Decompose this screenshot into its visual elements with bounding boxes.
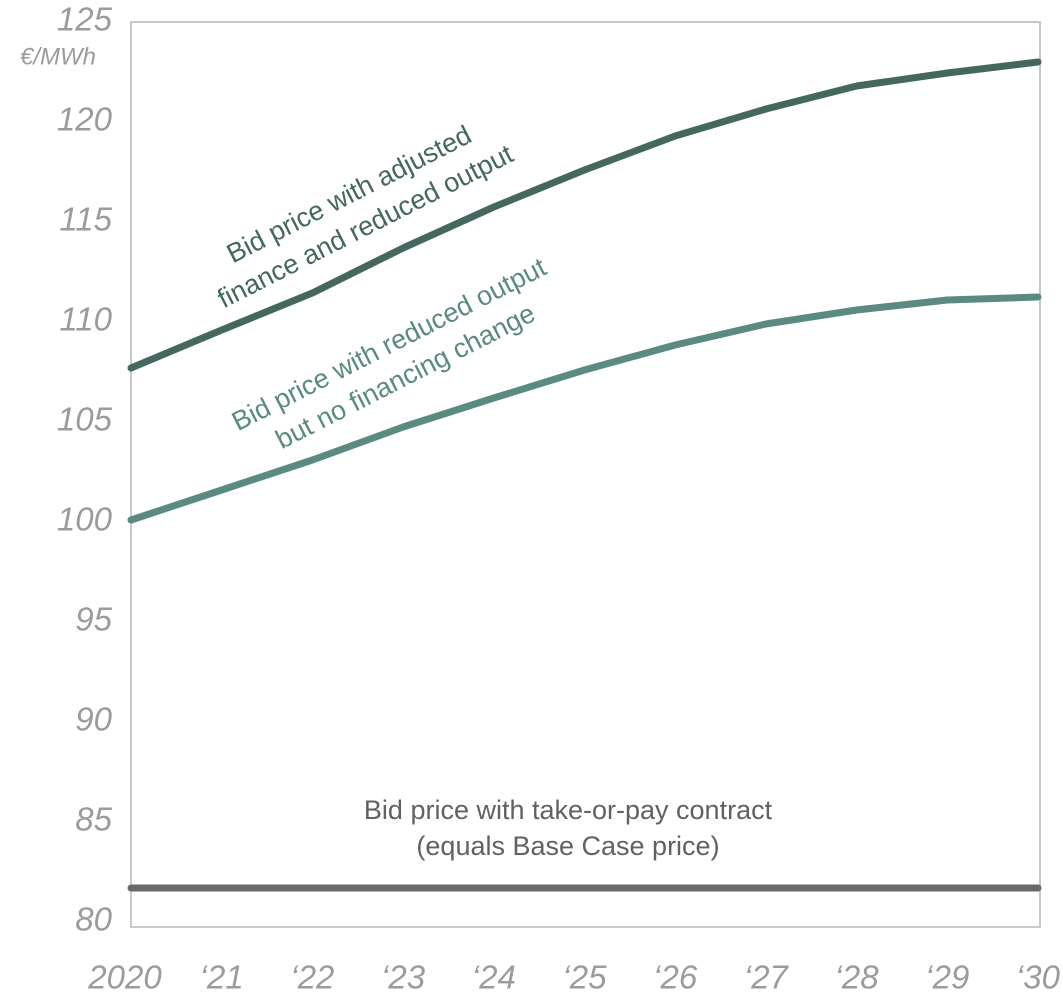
y-tick-label: 115 — [59, 201, 112, 238]
annotation: Bid price with take-or-pay contract (equa… — [364, 795, 773, 861]
y-tick-label: 100 — [57, 501, 113, 538]
y-tick-label: 125 — [57, 1, 113, 38]
y-tick-label: 105 — [57, 401, 113, 438]
annotation-line: Bid price with take-or-pay contract — [364, 795, 773, 825]
series-line — [127, 293, 1042, 524]
y-tick-label: 110 — [59, 301, 112, 338]
x-tick-label: ‘29 — [925, 959, 969, 996]
y-axis-label: €/MWh — [20, 43, 96, 70]
x-tick-label: ‘28 — [835, 959, 880, 996]
x-tick-label: ‘23 — [381, 959, 426, 996]
x-tick-label: ‘24 — [472, 959, 516, 996]
y-tick-label: 85 — [75, 801, 112, 838]
x-tick-label: ‘30 — [1016, 959, 1061, 996]
x-tick-label: ‘27 — [744, 959, 790, 996]
series-line — [127, 58, 1042, 372]
y-tick-label: 80 — [75, 901, 112, 938]
x-tick-label: ‘26 — [653, 959, 698, 996]
x-tick-label: ‘25 — [562, 959, 607, 996]
x-tick-label: ‘22 — [290, 959, 334, 996]
y-tick-label: 95 — [75, 601, 112, 638]
x-tick-label: ‘21 — [200, 959, 244, 996]
x-tick-label: 2020 — [87, 959, 162, 996]
y-tick-label: 120 — [57, 101, 113, 138]
y-tick-label: 90 — [75, 701, 112, 738]
plot-frame — [130, 21, 1041, 928]
annotation-line: (equals Base Case price) — [416, 831, 719, 861]
